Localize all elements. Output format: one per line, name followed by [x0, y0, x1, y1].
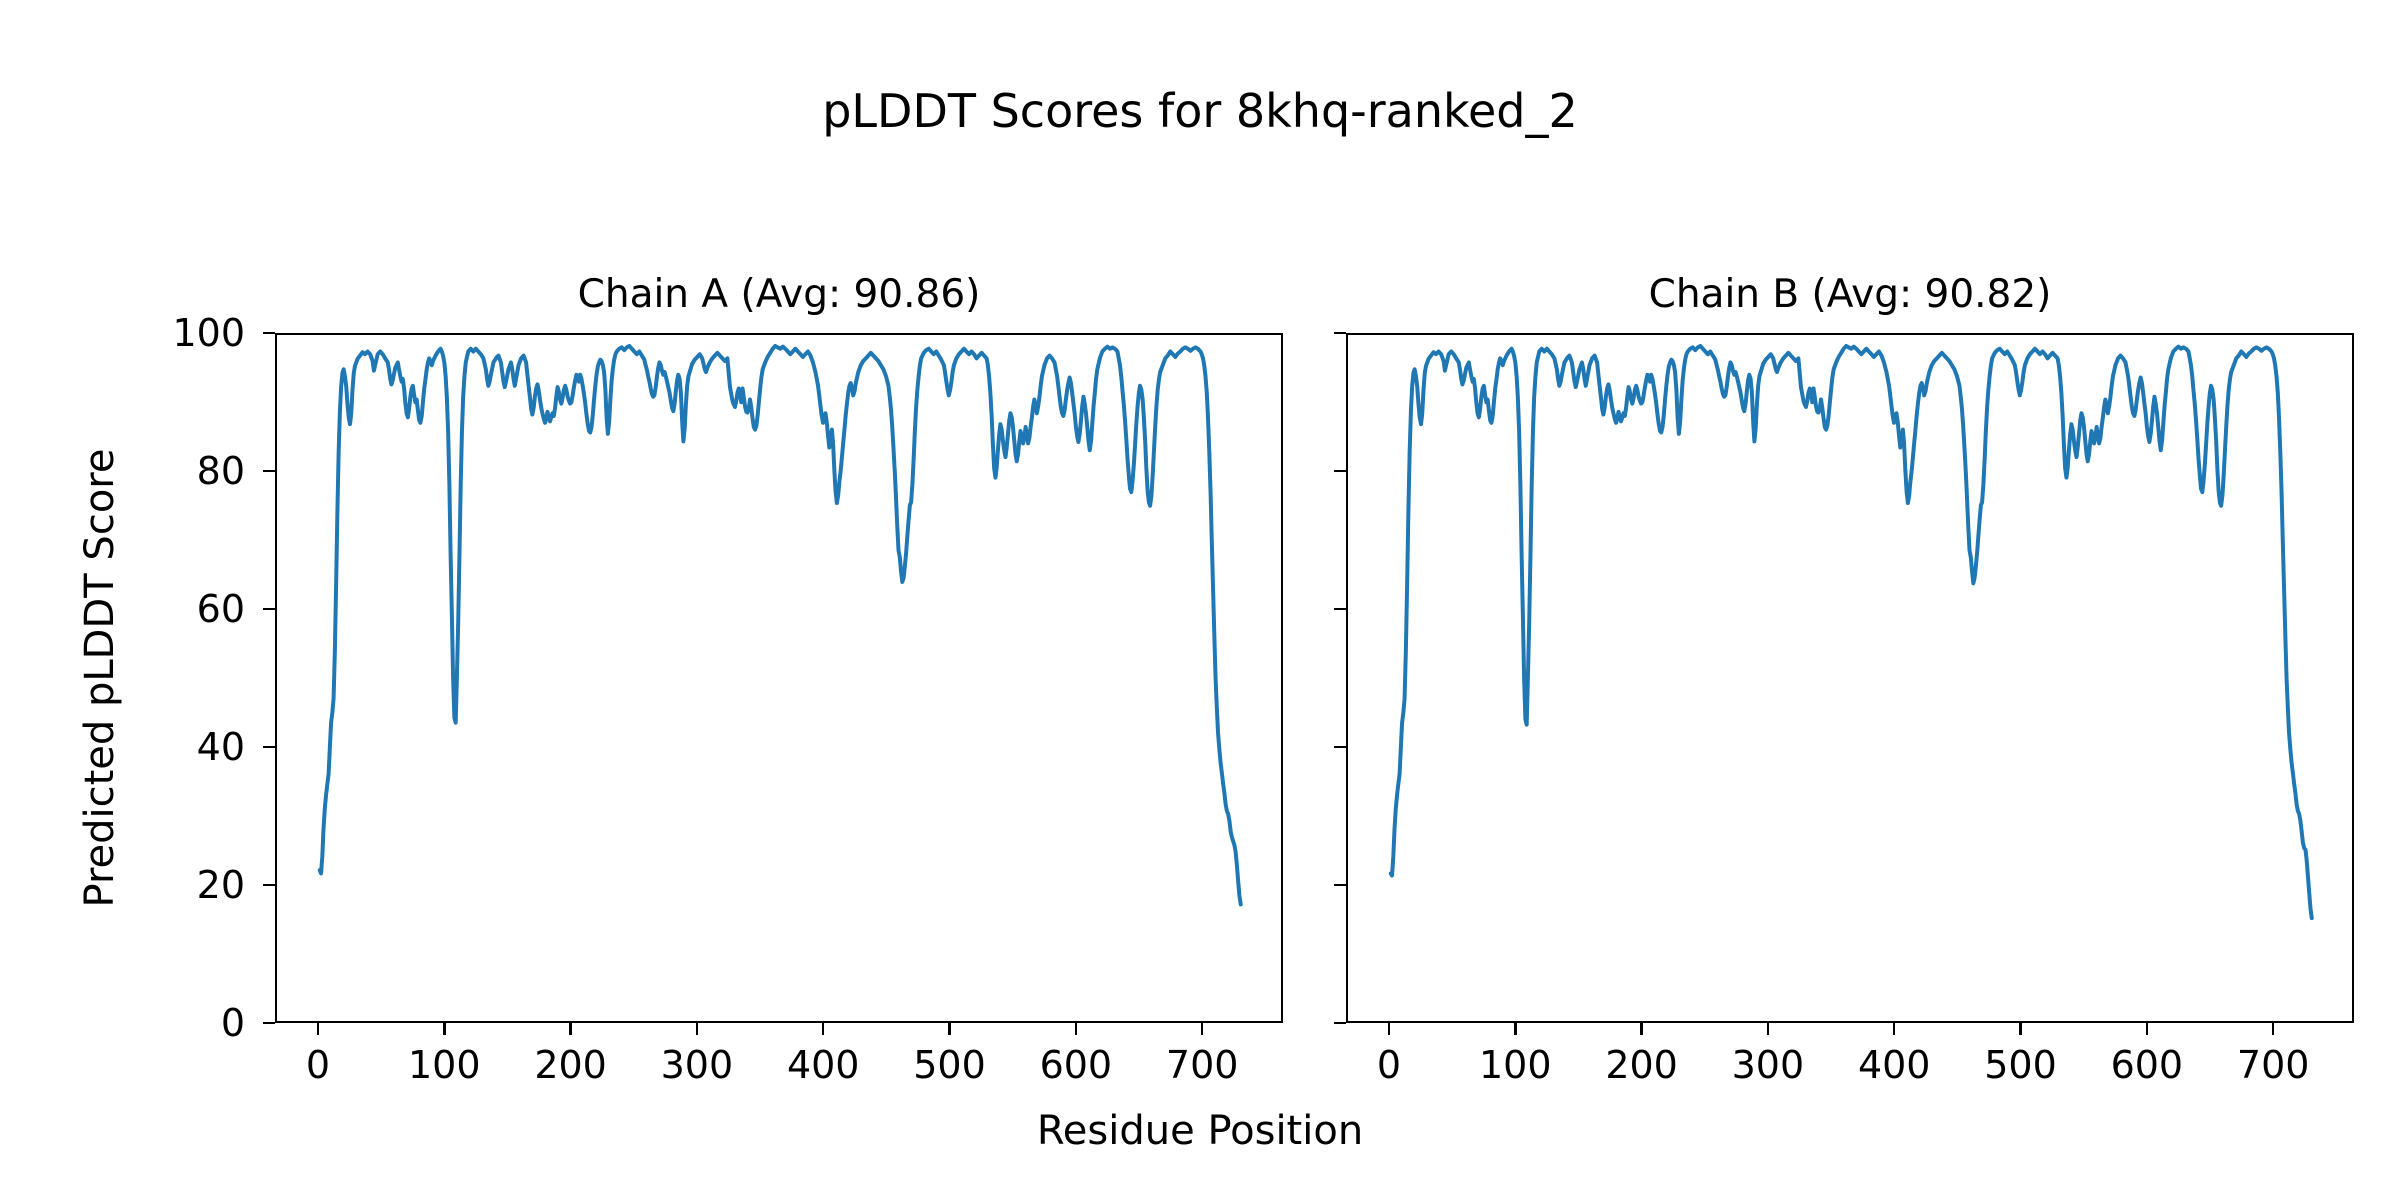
- x-tick-mark: [1074, 1023, 1078, 1035]
- plddt-line-chain-a: [317, 343, 1243, 907]
- x-tick-mark: [2019, 1023, 2022, 1035]
- x-tick-label: 600: [1039, 1043, 1113, 1087]
- x-tick-label: 200: [534, 1043, 607, 1087]
- y-tick-mark: [263, 1021, 275, 1025]
- y-tick-label: 20: [196, 863, 245, 907]
- y-tick-mark: [263, 607, 275, 611]
- y-tick-label: 60: [196, 587, 245, 631]
- x-tick-label: 100: [1478, 1043, 1552, 1087]
- x-tick-label: 0: [1376, 1043, 1402, 1087]
- x-tick-mark: [443, 1023, 446, 1035]
- y-tick-label: 0: [220, 1001, 245, 1045]
- plddt-line-chain-b: [1388, 343, 2314, 921]
- x-tick-mark: [316, 1023, 320, 1035]
- y-tick-label: 100: [172, 311, 245, 355]
- x-tick-mark: [1766, 1023, 1770, 1035]
- x-tick-label: 700: [2236, 1043, 2310, 1087]
- subplot-chain-a-axes: [275, 333, 1283, 1023]
- y-tick-mark: [1334, 745, 1346, 749]
- x-tick-label: 200: [1605, 1043, 1678, 1087]
- chain-a-plot-area: [317, 343, 1243, 907]
- subplot-chain-a-title: Chain A (Avg: 90.86): [577, 272, 981, 317]
- x-tick-label: 100: [407, 1043, 481, 1087]
- y-tick-mark: [1334, 331, 1346, 335]
- y-tick-mark: [1334, 1021, 1346, 1025]
- x-tick-label: 300: [1731, 1043, 1805, 1087]
- x-tick-label: 500: [1984, 1043, 2057, 1087]
- x-tick-label: 500: [913, 1043, 986, 1087]
- x-tick-mark: [695, 1023, 699, 1035]
- y-tick-mark: [1334, 607, 1346, 611]
- x-tick-label: 400: [786, 1043, 860, 1087]
- y-tick-mark: [1334, 883, 1346, 887]
- y-tick-mark: [263, 331, 275, 335]
- figure-title: pLDDT Scores for 8khq-ranked_2: [822, 84, 1578, 138]
- x-tick-mark: [1387, 1023, 1391, 1035]
- x-tick-label: 400: [1857, 1043, 1931, 1087]
- subplot-chain-b-title: Chain B (Avg: 90.82): [1648, 272, 2052, 317]
- y-tick-mark: [263, 745, 275, 749]
- x-tick-label: 0: [305, 1043, 331, 1087]
- x-tick-mark: [2145, 1023, 2149, 1035]
- x-tick-label: 700: [1165, 1043, 1239, 1087]
- x-tick-mark: [2271, 1023, 2275, 1035]
- y-tick-label: 40: [196, 725, 245, 769]
- x-tick-mark: [821, 1023, 825, 1035]
- x-tick-mark: [1514, 1023, 1517, 1035]
- x-tick-mark: [1892, 1023, 1896, 1035]
- y-tick-mark: [263, 883, 275, 887]
- y-tick-mark: [1334, 469, 1346, 473]
- x-tick-mark: [569, 1023, 572, 1035]
- x-tick-mark: [1640, 1023, 1643, 1035]
- x-tick-label: 300: [660, 1043, 734, 1087]
- chain-b-plot-area: [1388, 343, 2314, 921]
- x-tick-label: 600: [2110, 1043, 2184, 1087]
- x-axis-label: Residue Position: [1036, 1108, 1364, 1154]
- subplot-chain-b-axes: [1346, 333, 2354, 1023]
- y-tick-mark: [263, 469, 275, 473]
- y-axis-label: Predicted pLDDT Score: [77, 448, 123, 908]
- x-tick-mark: [948, 1023, 951, 1035]
- y-tick-label: 80: [196, 449, 245, 493]
- x-tick-mark: [1200, 1023, 1204, 1035]
